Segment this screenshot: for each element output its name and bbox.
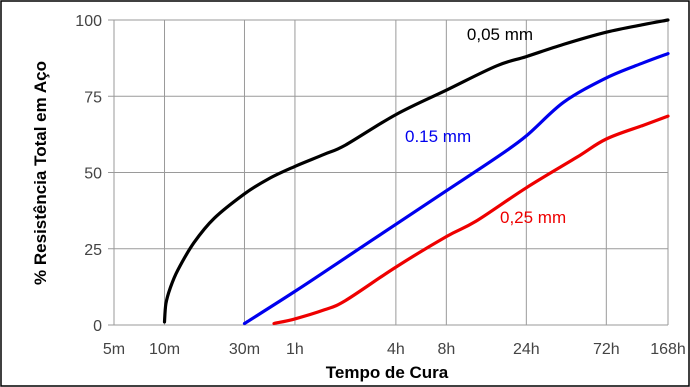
x-tick-label: 72h bbox=[593, 341, 620, 358]
x-tick-label: 24h bbox=[513, 341, 540, 358]
series-label-1: 0,05 mm bbox=[467, 25, 533, 44]
y-axis-title: % Resistência Total em Aço bbox=[31, 61, 50, 285]
x-tick-label: 30m bbox=[229, 341, 260, 358]
y-tick-label: 0 bbox=[93, 318, 102, 335]
y-tick-label: 25 bbox=[84, 242, 102, 259]
x-tick-label: 10m bbox=[149, 341, 180, 358]
series-group bbox=[162, 18, 670, 326]
y-tick-label: 50 bbox=[84, 166, 102, 183]
y-tick-label: 100 bbox=[75, 13, 102, 30]
series-line-2 bbox=[242, 52, 670, 326]
x-tick-label: 1h bbox=[286, 341, 304, 358]
x-tick-label: 168h bbox=[650, 341, 686, 358]
x-axis-title: Tempo de Cura bbox=[326, 363, 449, 382]
series-line-1 bbox=[162, 18, 670, 324]
x-tick-label: 4h bbox=[387, 341, 405, 358]
series-label-3: 0,25 mm bbox=[500, 208, 566, 227]
series-line-3 bbox=[272, 114, 670, 326]
x-tick-label: 5m bbox=[103, 341, 125, 358]
y-tick-labels: 0 25 50 75 100 bbox=[75, 13, 102, 335]
x-tick-label: 8h bbox=[437, 341, 455, 358]
x-tick-labels: 5m 10m 30m 1h 4h 8h 24h 72h 168h bbox=[103, 341, 686, 358]
series-labels: 0,05 mm 0.15 mm 0,25 mm bbox=[405, 25, 566, 227]
y-tick-label: 75 bbox=[84, 89, 102, 106]
series-label-2: 0.15 mm bbox=[405, 127, 471, 146]
